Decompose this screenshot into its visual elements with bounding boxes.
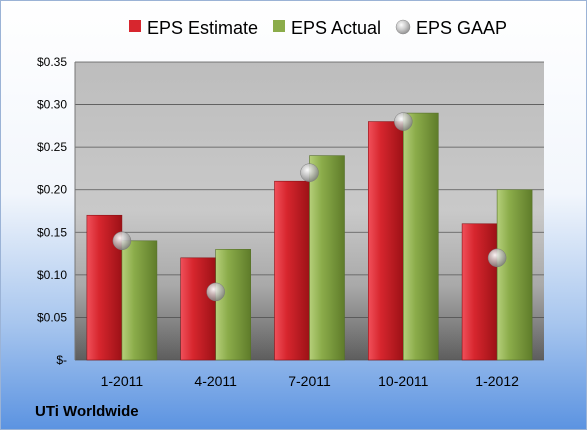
x-tick-label: 1-2012 xyxy=(475,373,519,389)
legend-label-estimate: EPS Estimate xyxy=(147,18,258,38)
x-tick-label: 1-2011 xyxy=(101,373,144,389)
bar-eps-estimate xyxy=(461,223,498,361)
marker-eps-gaap xyxy=(300,163,319,182)
bar-eps-actual xyxy=(496,189,533,361)
legend-swatch-estimate xyxy=(129,20,141,32)
company-name: UTi Worldwide xyxy=(35,403,139,420)
x-axis-ticks: 1-2011 4-2011 7-2011 10-2011 1-2012 xyxy=(101,373,519,389)
legend-swatch-gaap xyxy=(395,19,411,35)
bar-eps-estimate xyxy=(367,121,404,361)
y-tick-label: $0.05 xyxy=(37,310,67,324)
bar-eps-actual xyxy=(402,112,439,361)
y-tick-label: $0.35 xyxy=(37,55,67,69)
marker-eps-gaap xyxy=(112,231,132,251)
marker-eps-gaap xyxy=(394,112,413,131)
y-tick-label: $- xyxy=(56,353,67,367)
bar-eps-actual xyxy=(309,155,345,361)
x-tick-label: 7-2011 xyxy=(288,373,331,389)
bar-eps-actual xyxy=(121,240,158,361)
gaap-markers xyxy=(112,112,507,302)
bar-eps-estimate xyxy=(274,180,310,361)
y-tick-label: $0.15 xyxy=(37,225,67,239)
marker-eps-gaap xyxy=(487,248,507,268)
marker-eps-gaap xyxy=(206,282,225,302)
x-tick-label: 10-2011 xyxy=(378,373,429,389)
y-tick-label: $0.10 xyxy=(37,268,67,282)
x-tick-label: 4-2011 xyxy=(194,373,237,389)
legend-label-gaap: EPS GAAP xyxy=(416,18,507,38)
bar-eps-actual xyxy=(215,249,251,361)
y-tick-label: $0.25 xyxy=(37,140,67,154)
legend-label-actual: EPS Actual xyxy=(291,18,381,38)
y-axis-ticks: $- $0.05 $0.10 $0.15 $0.20 $0.25 $0.30 $0.35 xyxy=(37,55,67,367)
bar-eps-estimate xyxy=(180,257,216,361)
y-tick-label: $0.20 xyxy=(37,183,67,197)
legend: EPS Estimate EPS Actual EPS GAAP xyxy=(129,18,507,38)
y-tick-label: $0.30 xyxy=(37,98,67,112)
legend-swatch-actual xyxy=(273,20,285,32)
